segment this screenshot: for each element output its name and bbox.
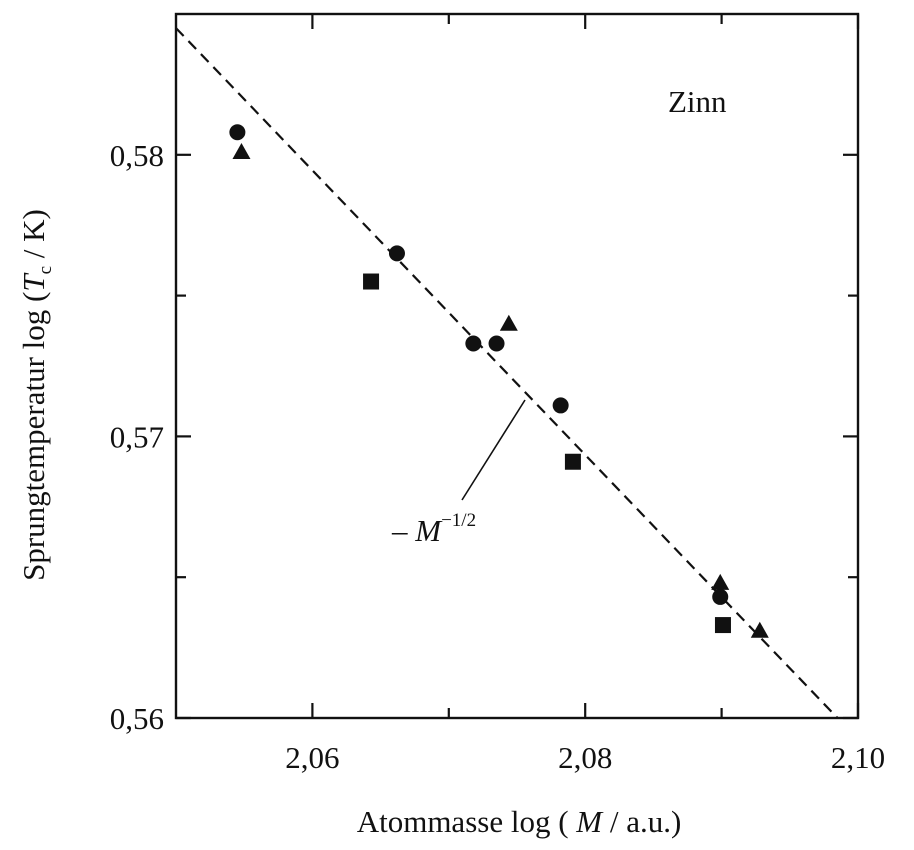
data-point-triangle <box>750 621 769 638</box>
y-axis-title: Sprungtemperatur log (Tc / K) <box>16 209 56 581</box>
y-tick-label: 0,58 <box>110 138 164 173</box>
fit-line-label: – M−1/2 <box>391 510 476 548</box>
x-tick-label: 2,08 <box>558 740 612 775</box>
data-point-square <box>714 617 731 634</box>
data-point-circle <box>712 588 729 605</box>
data-point-triangle <box>499 314 518 331</box>
axes-layer: 2,06 2,08 2,10 0,56 0,57 0,58 <box>110 12 885 775</box>
data-point-circle <box>488 335 505 352</box>
data-point-circle <box>465 335 482 352</box>
data-point-square <box>564 453 581 470</box>
fit-line <box>175 27 839 719</box>
x-axis-title: Atommasse log ( M / a.u.) <box>357 804 682 839</box>
data-point-circle <box>229 124 246 141</box>
data-point-square <box>363 273 380 290</box>
data-point-triangle <box>711 573 730 590</box>
plot-frame <box>174 12 860 720</box>
text-layer: Zinn – M−1/2 Atommasse log ( M / a.u.) S… <box>16 84 727 839</box>
annotation-zinn: Zinn <box>668 84 727 119</box>
data-point-triangle <box>232 142 251 159</box>
x-tick-label: 2,06 <box>285 740 339 775</box>
data-point-circle <box>388 245 405 262</box>
fit-layer <box>175 27 839 719</box>
y-tick-label: 0,57 <box>110 419 164 454</box>
y-tick-label: 0,56 <box>110 701 164 736</box>
points-layer <box>229 124 769 638</box>
data-point-circle <box>552 397 569 414</box>
x-tick-label: 2,10 <box>831 740 885 775</box>
fit-line-leader <box>461 399 526 501</box>
